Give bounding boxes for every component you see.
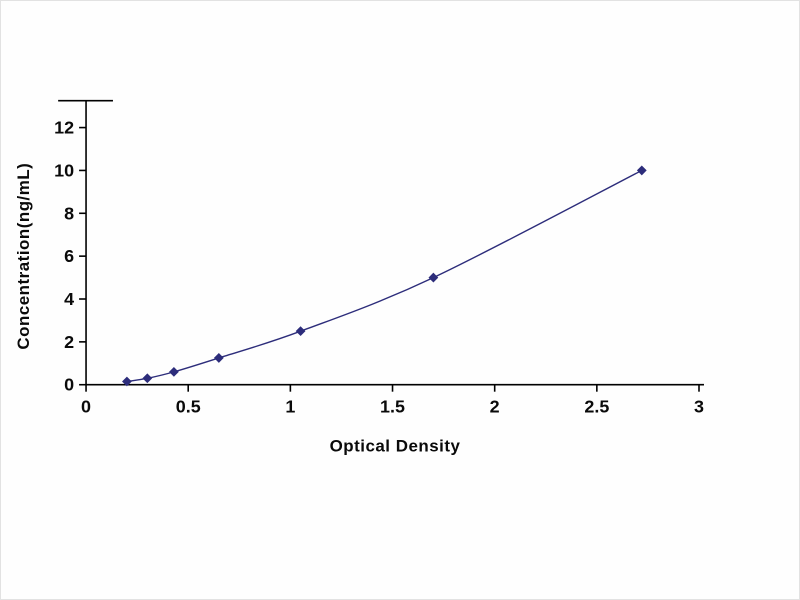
x-tick-label: 0 [81, 397, 91, 417]
y-tick-label: 8 [64, 203, 74, 223]
y-tick-label: 10 [54, 160, 74, 180]
data-point-marker [295, 326, 306, 337]
y-tick-label: 12 [54, 118, 74, 138]
y-tick-label: 4 [64, 289, 74, 309]
standard-curve-line [126, 169, 643, 383]
generated-chart-layer: 0 0.5 1 1.5 2 2.5 3 0 2 4 6 8 10 12 [54, 99, 704, 417]
y-tick-label: 2 [64, 332, 74, 352]
y-tick-label: 0 [64, 375, 74, 395]
data-point-marker [122, 376, 132, 387]
y-axis-title: Concentration(ng/mL) [14, 163, 33, 350]
data-point-marker [169, 366, 179, 377]
x-tick-label: 1.5 [380, 397, 405, 417]
x-tick-label: 0.5 [176, 397, 201, 417]
data-point-marker [213, 353, 224, 363]
data-point-marker [636, 165, 647, 176]
y-tick-label: 6 [64, 246, 74, 266]
x-tick-label: 2 [490, 397, 500, 417]
data-point-marker [142, 373, 153, 384]
x-tick-label: 1 [285, 397, 295, 417]
x-tick-label: 3 [694, 397, 704, 417]
x-tick-label: 2.5 [584, 397, 609, 417]
x-axis-title: Optical Density [330, 436, 461, 455]
data-point-marker [428, 272, 439, 283]
